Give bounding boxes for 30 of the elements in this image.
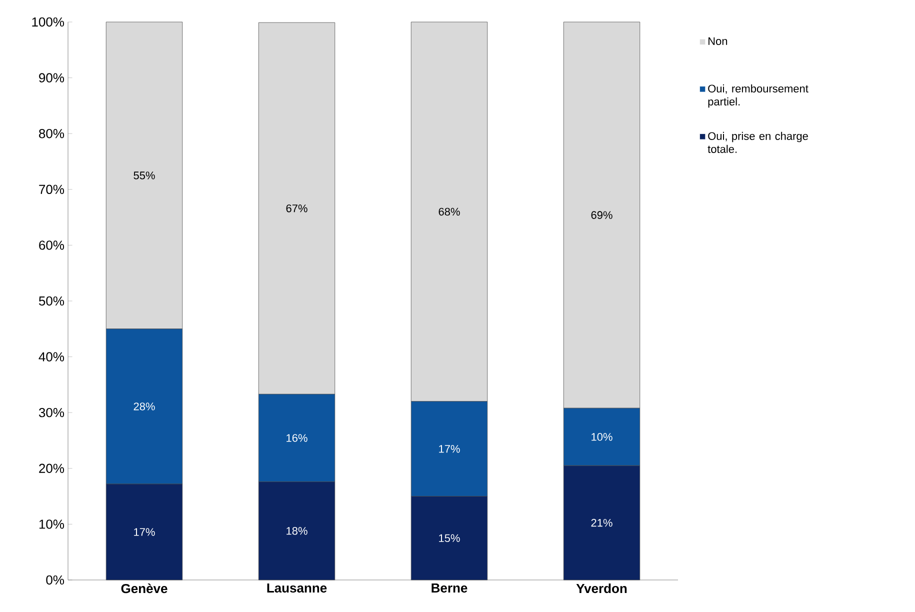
data-label: 10% [592,432,612,441]
data-label: 28% [134,402,155,410]
data-label: 68% [438,208,460,216]
data-label: 69% [591,211,612,219]
y-tick-label: 60% [39,240,64,250]
legend-label: Oui, prise en charge totale. [708,132,808,153]
x-tick-label: Genève [121,584,168,594]
data-label: 15% [439,534,460,542]
data-label: 21% [591,518,612,527]
y-tick-label: 100% [32,17,64,27]
x-tick-label: Berne [432,584,468,593]
data-label: 55% [134,172,155,180]
y-tick-label: 30% [38,408,64,418]
data-label: 17% [134,528,155,536]
legend-label: Non [708,37,728,46]
y-tick-label: 20% [39,464,64,473]
y-tick-label: 70% [39,184,64,194]
y-tick-label: 50% [38,296,64,306]
y-tick-label: 10% [39,520,64,529]
x-tick-label: Yverdon [576,584,627,594]
data-label: 17% [439,445,460,453]
data-label: 67% [286,204,308,212]
data-label: 18% [286,527,308,535]
data-label: 16% [286,434,308,442]
legend-label: Oui, remboursement partiel. [708,84,808,108]
y-tick-label: 40% [38,352,64,362]
y-tick-label: 80% [39,128,64,138]
x-tick-label: Lausanne [267,584,327,593]
y-tick-label: 0% [46,575,64,585]
y-tick-label: 90% [39,73,64,82]
